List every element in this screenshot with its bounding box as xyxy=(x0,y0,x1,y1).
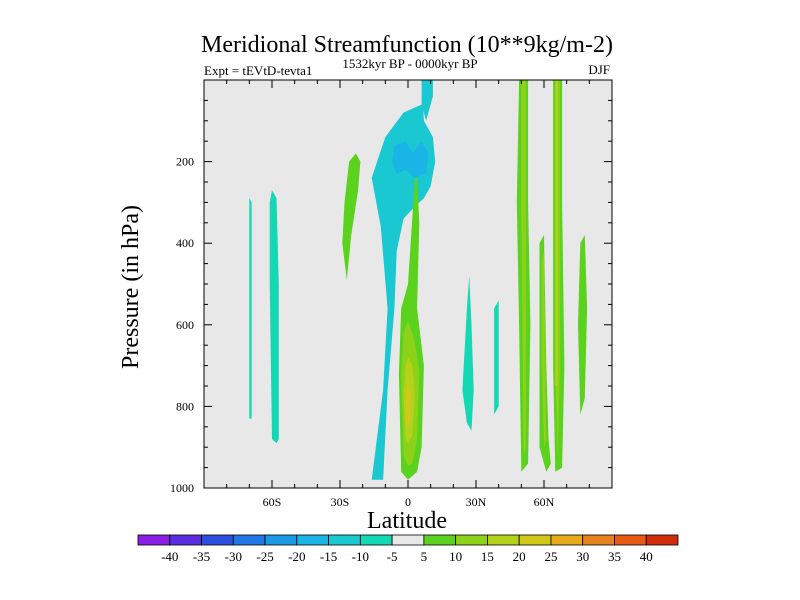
x-tick-labels: 60S 30S 0 30N 60N xyxy=(263,495,555,509)
colorbar-box xyxy=(423,534,457,546)
x-tick-label: 30S xyxy=(331,495,350,509)
y-tick-label: 1000 xyxy=(170,481,194,495)
chart-title: Meridional Streamfunction (10**9kg/m-2) xyxy=(201,32,613,58)
colorbar-box xyxy=(296,534,329,546)
colorbar-label: -20 xyxy=(288,549,305,564)
y-tick-label: 200 xyxy=(176,155,194,169)
colorbar-box xyxy=(487,534,520,546)
subtitle-left: Expt = tEVtD-tevta1 xyxy=(204,63,312,78)
colorbar-box xyxy=(359,534,393,546)
colorbar-box xyxy=(550,534,584,546)
colorbar-label: -30 xyxy=(225,549,242,564)
axis-ticks xyxy=(203,79,613,489)
colorbar-box xyxy=(201,534,234,546)
colorbar-label: -15 xyxy=(320,549,337,564)
contour-regions xyxy=(249,80,588,480)
colorbar-label: -40 xyxy=(161,549,178,564)
colorbar-label: 5 xyxy=(421,549,428,564)
subtitle-center: 1532kyr BP - 0000kyr BP xyxy=(342,56,477,71)
y-axis-label: Pressure (in hPa) xyxy=(118,205,144,369)
contour-nh-ferrel-10-1 xyxy=(521,80,526,456)
y-tick-label: 800 xyxy=(176,399,194,413)
contour-nh-high-positive xyxy=(578,235,588,415)
y-tick-label: 400 xyxy=(176,236,194,250)
y-tick-label: 600 xyxy=(176,318,194,332)
colorbar-box xyxy=(455,534,488,546)
colorbar-labels: -40 -35 -30 -25 -20 -15 -10 -5 5 10 15 20 25 30 35 40 xyxy=(161,549,653,564)
colorbar-box xyxy=(518,534,552,546)
colorbar-box xyxy=(614,534,647,546)
contour-nh-ferrel-10-2 xyxy=(541,251,547,448)
x-tick-label: 60N xyxy=(534,495,555,509)
contour-sh-mid-negative-1 xyxy=(249,198,252,419)
colorbar-label: 10 xyxy=(449,549,462,564)
colorbar-box xyxy=(391,534,425,546)
colorbar-label: -35 xyxy=(193,549,210,564)
contour-sh-mid-negative-2 xyxy=(269,190,279,444)
colorbar-box xyxy=(645,534,679,546)
colorbar xyxy=(137,534,679,546)
colorbar-label: 40 xyxy=(640,549,653,564)
contour-nh-mid-negative-1 xyxy=(462,275,474,431)
subtitle-right: DJF xyxy=(588,62,610,77)
contour-tropical-upper-negative xyxy=(371,80,436,480)
x-tick-label: 30N xyxy=(466,495,487,509)
colorbar-label: 20 xyxy=(513,549,526,564)
contour-sh-upper-positive xyxy=(342,153,361,280)
contour-nh-upper-negative xyxy=(421,80,433,121)
x-tick-label: 0 xyxy=(405,495,411,509)
contour-equatorial-lower-20 xyxy=(405,381,411,427)
colorbar-box xyxy=(264,534,298,546)
contour-nh-mid-negative-2 xyxy=(494,300,499,415)
colorbar-box xyxy=(169,534,202,546)
colorbar-label: 30 xyxy=(576,549,589,564)
contour-nh-ferrel-15-3 xyxy=(555,80,558,386)
colorbar-box xyxy=(232,534,266,546)
colorbar-label: -10 xyxy=(352,549,369,564)
colorbar-box xyxy=(582,534,615,546)
colorbar-label: 15 xyxy=(481,549,494,564)
colorbar-label: -5 xyxy=(387,549,398,564)
colorbar-label: 35 xyxy=(608,549,621,564)
colorbar-box xyxy=(137,534,171,546)
colorbar-box xyxy=(328,534,361,546)
colorbar-label: -25 xyxy=(256,549,273,564)
x-tick-label: 60S xyxy=(263,495,282,509)
y-tick-labels: 200 400 600 800 1000 xyxy=(170,155,194,495)
x-axis-label: Latitude xyxy=(367,508,447,534)
colorbar-label: 25 xyxy=(544,549,557,564)
contour-tropical-upper-core xyxy=(392,141,429,178)
